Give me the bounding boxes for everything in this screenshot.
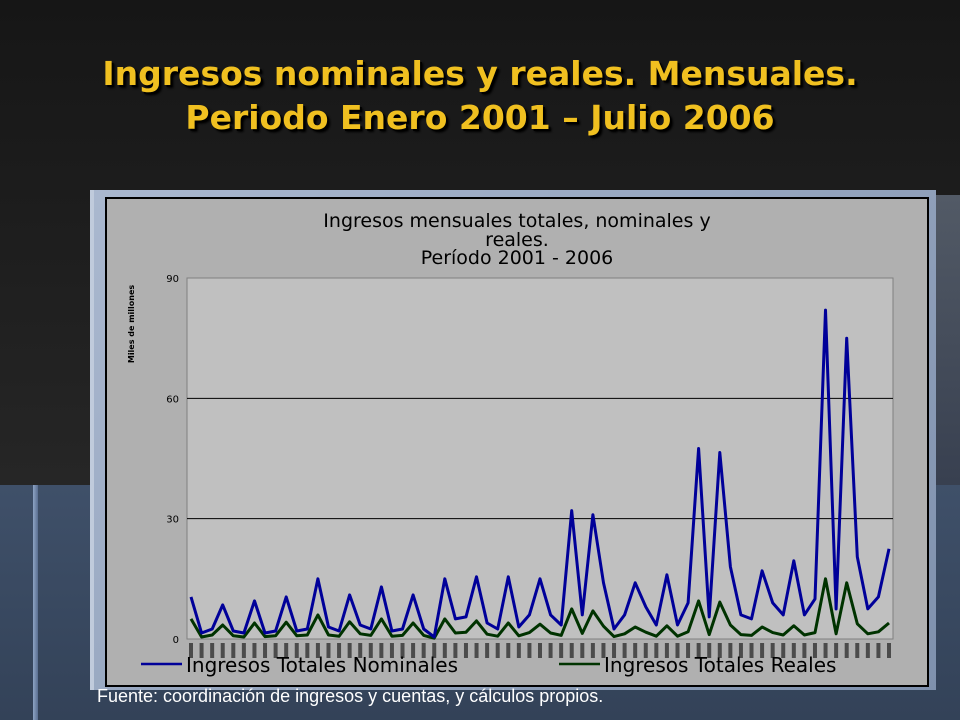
x-tick-label [580, 643, 585, 658]
source-note: Fuente: coordinación de ingresos y cuent… [97, 686, 604, 706]
legend-reales-label: Ingresos Totales Reales [604, 653, 836, 677]
revenue-line-chart: Ingresos mensuales totales, nominales y … [105, 197, 929, 687]
x-tick-label [252, 643, 257, 658]
x-tick-label [189, 643, 193, 658]
x-tick-label [315, 643, 320, 658]
background-left-accent [33, 485, 38, 720]
x-tick-label [633, 643, 638, 658]
x-tick-label [231, 643, 236, 658]
x-tick-label [411, 643, 416, 658]
x-tick-label [823, 643, 828, 658]
x-tick-label [548, 643, 553, 658]
x-tick-label [506, 643, 511, 658]
series-line-reales [189, 577, 890, 640]
x-tick-label [738, 643, 743, 658]
x-tick-label [432, 643, 437, 658]
series-line-nominales [189, 308, 891, 639]
x-tick-label [538, 643, 542, 658]
x-tick-label [347, 643, 352, 658]
x-tick-label [379, 643, 384, 658]
x-tick-label [241, 643, 246, 658]
x-tick-label [643, 643, 648, 658]
x-tick-label [485, 643, 490, 658]
x-tick-label [717, 643, 722, 658]
x-tick-label [664, 643, 669, 658]
x-axis-tick-labels [189, 643, 891, 658]
x-tick-label [273, 643, 278, 658]
x-tick-label [622, 643, 627, 658]
x-tick-label [294, 643, 299, 658]
x-tick-label [263, 643, 268, 658]
x-tick-label [855, 643, 860, 658]
x-tick-label [707, 643, 712, 658]
x-tick-label [442, 643, 447, 658]
y-axis-tick-labels: 0 30 60 90 [166, 274, 179, 646]
y-tick-label: 60 [166, 394, 179, 405]
x-tick-label [760, 643, 765, 658]
x-tick-label [601, 643, 606, 658]
x-tick-label [834, 643, 839, 658]
x-tick-label [358, 643, 363, 658]
x-tick-label [220, 643, 225, 658]
x-tick-label [802, 643, 807, 658]
chart-panel: Ingresos mensuales totales, nominales y … [90, 190, 936, 690]
x-tick-label [569, 643, 574, 658]
x-tick-label [199, 643, 204, 658]
x-tick-label [612, 643, 617, 658]
slide-title-line-2: Periodo Enero 2001 – Julio 2006 [185, 98, 775, 137]
x-tick-label [474, 643, 479, 658]
x-tick-label [781, 643, 786, 658]
x-tick-label [368, 643, 373, 658]
x-tick-label [559, 643, 564, 658]
plot-area [186, 277, 894, 640]
x-tick-label [876, 643, 881, 658]
x-tick-label [463, 643, 468, 658]
y-tick-label: 0 [173, 635, 179, 646]
x-tick-label [590, 643, 595, 658]
chart-legend: Ingresos Totales Nominales Ingresos Tota… [141, 653, 836, 677]
x-tick-label [865, 643, 870, 658]
chart-title-line-2: reales. [485, 229, 549, 251]
x-tick-label [326, 643, 331, 658]
slide-title: Ingresos nominales y reales. Mensuales. … [0, 52, 960, 140]
x-tick-label [337, 643, 342, 658]
chart-title-line-3: Período 2001 - 2006 [421, 247, 614, 269]
chart-title-line-1: Ingresos mensuales totales, nominales y [323, 210, 710, 232]
x-tick-label [696, 643, 701, 658]
x-tick-label [749, 643, 754, 658]
y-tick-label: 90 [166, 274, 179, 285]
y-tick-label: 30 [166, 515, 179, 526]
gridlines [187, 397, 893, 520]
x-tick-label [495, 643, 500, 658]
x-tick-label [210, 643, 215, 658]
x-tick-label [421, 643, 426, 658]
x-tick-label [516, 643, 521, 658]
x-tick-label [654, 643, 659, 658]
x-tick-label [305, 643, 310, 658]
x-tick-label [284, 643, 289, 658]
x-tick-label [686, 643, 691, 658]
x-tick-label [728, 643, 733, 658]
x-tick-label [400, 643, 405, 658]
x-tick-label [527, 643, 532, 658]
x-tick-label [770, 643, 775, 658]
x-tick-label [675, 643, 680, 658]
series-lines [189, 308, 891, 640]
y-axis-label: Miles de millones [127, 285, 136, 364]
legend-nominales-label: Ingresos Totales Nominales [186, 653, 458, 677]
x-tick-label [887, 643, 891, 658]
x-tick-label [812, 643, 817, 658]
x-tick-label [791, 643, 796, 658]
x-tick-label [844, 643, 849, 658]
slide-title-line-1: Ingresos nominales y reales. Mensuales. [102, 54, 858, 93]
x-tick-label [389, 643, 394, 658]
x-tick-label [453, 643, 458, 658]
